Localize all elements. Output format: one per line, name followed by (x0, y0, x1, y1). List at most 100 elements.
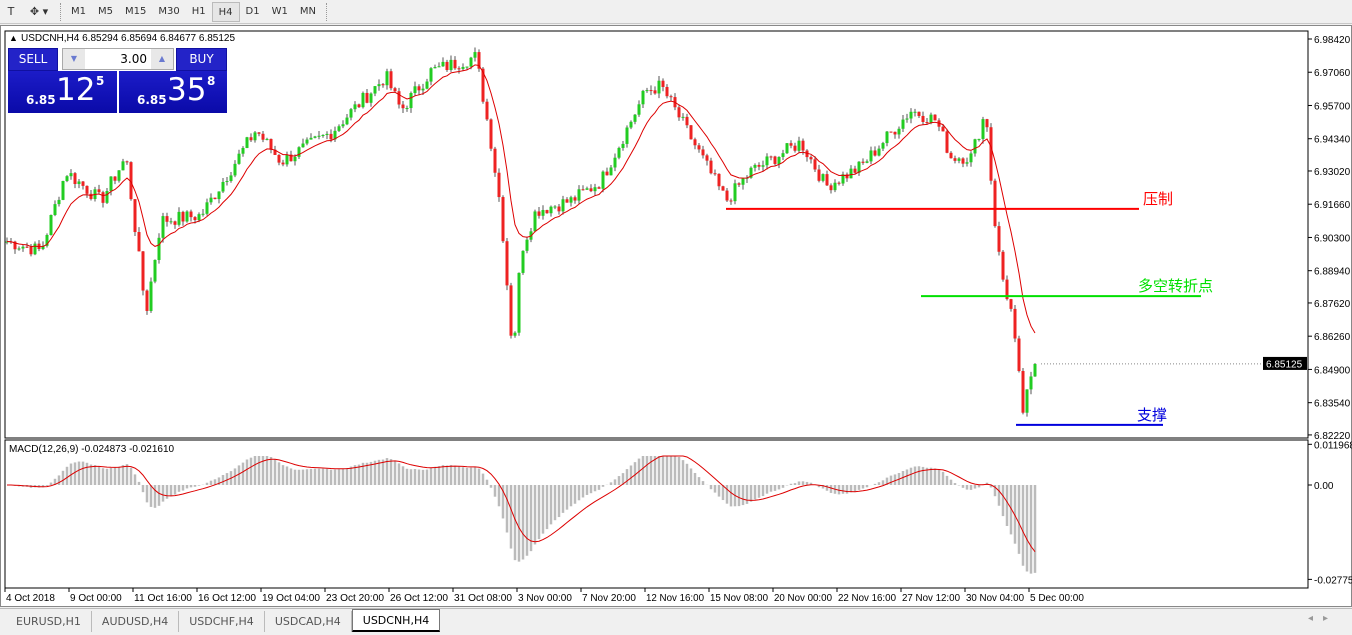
timeframe-m1[interactable]: M1 (71, 5, 86, 17)
tab-usdchf-h4[interactable]: USDCHF,H4 (179, 611, 265, 632)
arrows-tool-icon[interactable]: ✥ ▾ (29, 5, 49, 18)
time-axis-label: 12 Nov 16:00 (646, 593, 704, 604)
candle-body (965, 162, 969, 164)
candle-body (905, 118, 909, 120)
lot-increase-icon[interactable]: ▲ (151, 49, 173, 69)
candle-body (505, 241, 509, 286)
tab-eurusd-h1[interactable]: EURUSD,H1 (6, 611, 92, 632)
candle-body (441, 61, 445, 67)
candle-body (637, 104, 641, 115)
buy-price-sup: 8 (207, 74, 216, 88)
candle-body (485, 101, 489, 120)
candle-body (473, 52, 477, 58)
candle-body (901, 119, 905, 129)
candle-body (725, 190, 729, 201)
candle-body (493, 148, 497, 173)
candle-body (853, 168, 857, 173)
candle-body (13, 241, 17, 250)
sell-price[interactable]: 6.85 12 5 (8, 71, 117, 113)
candle-body (709, 160, 713, 174)
candle-body (117, 170, 121, 181)
timeframe-w1[interactable]: W1 (271, 5, 288, 17)
timeframe-m30[interactable]: M30 (158, 5, 180, 17)
candle-body (29, 246, 33, 255)
candle-body (793, 145, 797, 151)
collapse-arrow-icon[interactable]: ▲ (9, 33, 18, 43)
toolbar-separator (60, 2, 61, 21)
chart-canvas[interactable]: ▲ USDCNH,H4 6.85294 6.85694 6.84677 6.85… (1, 26, 1352, 608)
price-axis-label: 6.97060 (1314, 68, 1351, 79)
time-axis-label: 15 Nov 08:00 (710, 593, 768, 604)
candle-body (833, 182, 837, 191)
candle-body (913, 111, 917, 113)
candle-body (149, 281, 153, 311)
candle-body (261, 133, 265, 140)
buy-button[interactable]: BUY (176, 48, 227, 71)
lot-size-value[interactable]: 3.00 (120, 52, 147, 66)
candle-body (445, 61, 449, 71)
buy-price[interactable]: 6.85 35 8 (119, 71, 227, 113)
candle-body (269, 138, 273, 150)
candle-body (265, 138, 269, 140)
chart-window[interactable]: ▲ USDCNH,H4 6.85294 6.85694 6.84677 6.85… (0, 25, 1352, 607)
candle-body (873, 150, 877, 156)
timeframe-mn[interactable]: MN (299, 5, 316, 17)
current-price-marker (1263, 356, 1307, 370)
time-axis-label: 27 Nov 12:00 (902, 593, 960, 604)
candle-body (985, 119, 989, 128)
price-axis-label: 6.98420 (1314, 35, 1351, 46)
candle-body (861, 161, 865, 163)
price-axis-label: 6.94340 (1314, 135, 1351, 146)
lot-size-field[interactable]: ▼ 3.00 ▲ (62, 48, 174, 70)
candle-body (221, 181, 225, 192)
candle-body (533, 211, 537, 232)
candle-body (829, 185, 833, 191)
tab-audusd-h4[interactable]: AUDUSD,H4 (92, 611, 180, 632)
candle-body (665, 86, 669, 97)
candle-body (105, 191, 109, 203)
price-axis-label: 6.88940 (1314, 267, 1351, 278)
candle-body (769, 156, 773, 158)
time-axis-label: 5 Dec 00:00 (1030, 593, 1084, 604)
candle-body (949, 152, 953, 159)
sell-button[interactable]: SELL (8, 48, 58, 71)
timeframe-d1[interactable]: D1 (245, 5, 260, 17)
candle-body (461, 66, 465, 69)
candle-body (757, 164, 761, 167)
candle-body (417, 86, 421, 91)
candle-body (733, 183, 737, 202)
lot-decrease-icon[interactable]: ▼ (63, 49, 85, 69)
candle-body (393, 88, 397, 92)
candle-body (33, 243, 37, 255)
candle-body (273, 149, 277, 155)
candle-body (73, 173, 77, 185)
candle-body (161, 216, 165, 238)
candle-body (1033, 363, 1037, 377)
buy-price-prefix: 6.85 (137, 93, 167, 107)
candle-body (365, 92, 369, 103)
timeframe-m15[interactable]: M15 (125, 5, 147, 17)
tab-usdcad-h4[interactable]: USDCAD,H4 (265, 611, 352, 632)
candle-body (249, 137, 253, 141)
candle-body (761, 165, 765, 167)
text-tool-icon[interactable]: T (7, 5, 15, 18)
candle-body (373, 86, 377, 94)
candle-body (109, 176, 113, 192)
candle-body (541, 210, 545, 216)
tab-scroll-arrows-icon[interactable]: ◂▸ (1307, 613, 1338, 624)
candle-body (405, 108, 409, 110)
tab-usdcnh-h4[interactable]: USDCNH,H4 (351, 609, 441, 632)
candle-body (525, 239, 529, 251)
candle-body (497, 172, 501, 198)
candle-body (693, 139, 697, 146)
candle-body (81, 181, 85, 186)
candle-body (293, 156, 297, 162)
candle-body (213, 197, 217, 200)
candle-body (701, 149, 705, 156)
candle-body (569, 197, 573, 203)
timeframe-h1[interactable]: H1 (191, 5, 206, 17)
timeframe-m5[interactable]: M5 (98, 5, 113, 17)
timeframe-h4[interactable]: H4 (211, 1, 240, 22)
candle-body (577, 189, 581, 201)
candle-body (277, 154, 281, 163)
